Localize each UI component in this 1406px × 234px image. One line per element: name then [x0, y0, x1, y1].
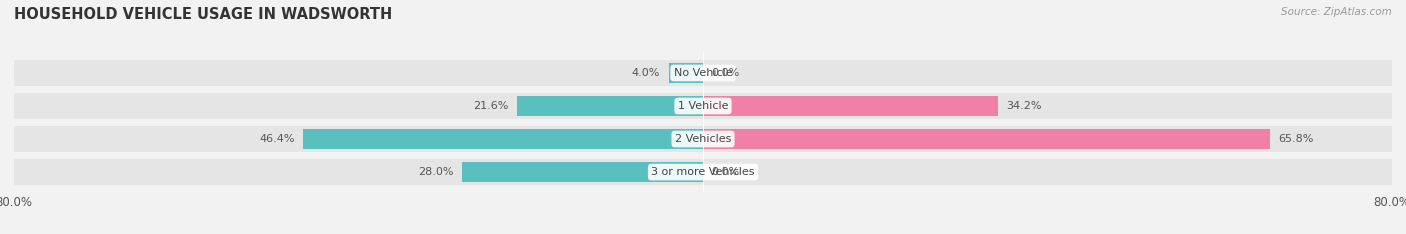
Text: 0.0%: 0.0% — [711, 167, 740, 177]
Text: 0.0%: 0.0% — [711, 68, 740, 78]
Bar — [304, 129, 703, 149]
Text: 2 Vehicles: 2 Vehicles — [675, 134, 731, 144]
Bar — [14, 60, 1392, 86]
Bar — [14, 93, 1392, 119]
Text: 65.8%: 65.8% — [1278, 134, 1313, 144]
Text: No Vehicle: No Vehicle — [673, 68, 733, 78]
Text: 4.0%: 4.0% — [631, 68, 659, 78]
Bar — [14, 159, 1392, 185]
Text: Source: ZipAtlas.com: Source: ZipAtlas.com — [1281, 7, 1392, 17]
Text: 1 Vehicle: 1 Vehicle — [678, 101, 728, 111]
Text: 46.4%: 46.4% — [259, 134, 295, 144]
Text: 3 or more Vehicles: 3 or more Vehicles — [651, 167, 755, 177]
Bar — [703, 129, 1270, 149]
Text: HOUSEHOLD VEHICLE USAGE IN WADSWORTH: HOUSEHOLD VEHICLE USAGE IN WADSWORTH — [14, 7, 392, 22]
Bar — [703, 96, 997, 116]
Bar — [14, 126, 1392, 152]
Bar — [669, 63, 703, 83]
Text: 34.2%: 34.2% — [1007, 101, 1042, 111]
Bar — [517, 96, 703, 116]
Bar — [461, 162, 703, 182]
Text: 21.6%: 21.6% — [472, 101, 509, 111]
Text: 28.0%: 28.0% — [418, 167, 453, 177]
